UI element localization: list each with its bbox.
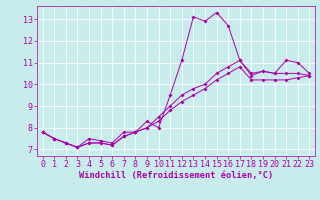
X-axis label: Windchill (Refroidissement éolien,°C): Windchill (Refroidissement éolien,°C) xyxy=(79,171,273,180)
